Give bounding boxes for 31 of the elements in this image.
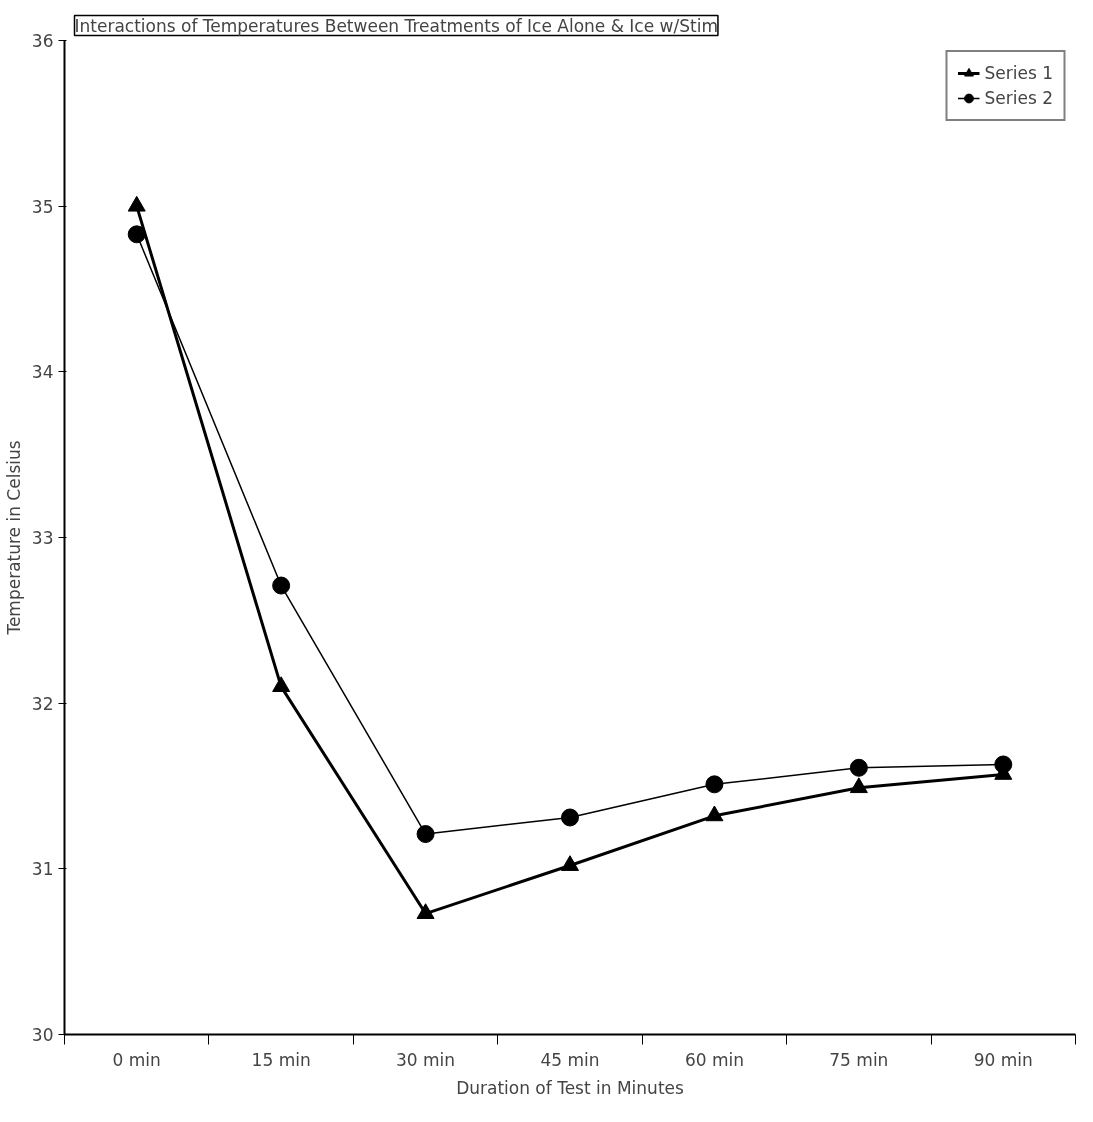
legend-label: Series 1 <box>984 63 1053 83</box>
x-tick-label: 30 min <box>396 1049 456 1070</box>
x-tick-label: 15 min <box>251 1049 311 1070</box>
point <box>127 225 146 244</box>
point <box>561 855 579 871</box>
point <box>561 808 579 827</box>
x-tick-label: 60 min <box>684 1049 744 1070</box>
point <box>416 825 435 844</box>
y-tick-label: 34 <box>31 362 54 383</box>
point <box>705 805 724 822</box>
point <box>994 755 1013 774</box>
y-tick-label: 32 <box>31 693 54 714</box>
y-tick-label: 33 <box>31 528 54 548</box>
x-tick-label: 45 min <box>540 1049 600 1070</box>
x-tick-label: 0 min <box>112 1049 161 1070</box>
y-tick-label: 36 <box>31 31 54 51</box>
point <box>849 758 868 777</box>
legend-label: Series 2 <box>984 88 1053 108</box>
point <box>705 775 724 794</box>
point <box>416 903 435 919</box>
y-axis-title: Temperature in Celsius <box>3 440 24 636</box>
point <box>272 576 291 595</box>
y-tick-label: 35 <box>31 196 54 217</box>
x-axis-title: Duration of Test in Minutes <box>456 1077 685 1098</box>
point <box>849 777 868 794</box>
y-tick-label: 30 <box>31 1025 54 1045</box>
x-tick-label: 90 min <box>973 1049 1033 1070</box>
y-tick-label: 31 <box>31 859 54 880</box>
chart-title: Interactions of Temperatures Between Treatments of Ice Alone & Ice w/Stim <box>74 15 718 36</box>
point <box>272 676 291 693</box>
x-tick-label: 75 min <box>829 1049 889 1070</box>
